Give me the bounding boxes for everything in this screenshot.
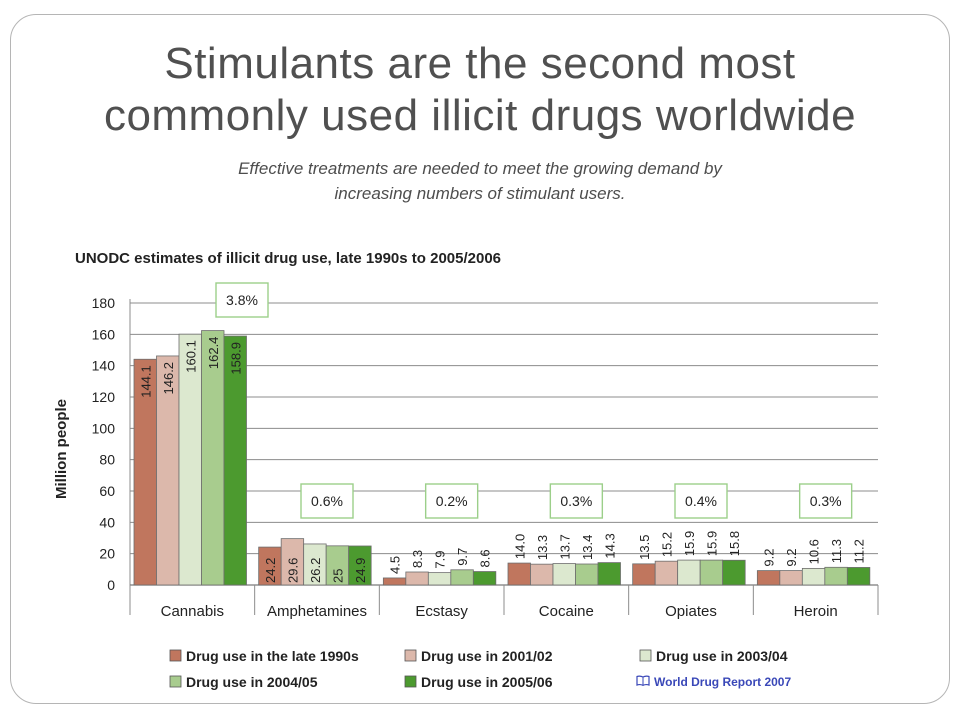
data-label: 24.9 xyxy=(353,558,368,583)
x-tick-label: Opiates xyxy=(665,603,717,620)
bar xyxy=(405,571,429,586)
bar xyxy=(779,570,803,586)
data-label: 8.6 xyxy=(478,549,493,567)
bar xyxy=(699,559,724,586)
y-tick-label: 140 xyxy=(92,358,116,374)
legend-label: Drug use in 2005/06 xyxy=(421,674,553,690)
slide-subtitle: Effective treatments are needed to meet … xyxy=(238,159,722,203)
bar xyxy=(632,563,656,586)
y-tick-label: 160 xyxy=(92,326,116,342)
bar xyxy=(552,563,576,586)
bar xyxy=(450,569,474,586)
data-label: 162.4 xyxy=(206,337,221,370)
data-label: 11.3 xyxy=(829,539,844,563)
bar xyxy=(223,335,247,586)
chart-title: UNODC estimates of illicit drug use, lat… xyxy=(75,250,502,267)
share-annotation-box xyxy=(674,483,728,519)
share-annotation-box xyxy=(549,483,604,519)
bar xyxy=(846,567,871,586)
data-label: 15.9 xyxy=(682,531,697,556)
legend-swatch xyxy=(169,649,182,662)
bar xyxy=(756,570,781,586)
bar xyxy=(427,572,452,586)
legend-label: Drug use in 2001/02 xyxy=(421,648,553,664)
bar xyxy=(824,566,848,586)
bar xyxy=(801,567,826,586)
x-tick-label: Ecstasy xyxy=(415,603,468,620)
y-tick-label: 100 xyxy=(92,420,116,436)
bar xyxy=(575,563,599,586)
data-label: 9.7 xyxy=(455,548,470,566)
share-annotation-label: 3.8% xyxy=(226,292,258,308)
bar xyxy=(677,559,701,586)
share-annotation-label: 0.3% xyxy=(810,493,842,509)
share-annotation-label: 0.3% xyxy=(560,493,592,509)
data-label: 10.6 xyxy=(807,539,822,564)
legend-swatch xyxy=(639,649,652,662)
x-tick-label: Heroin xyxy=(794,603,838,620)
data-label: 144.1 xyxy=(138,365,153,398)
data-label: 9.2 xyxy=(762,549,777,567)
share-annotation-label: 0.4% xyxy=(685,493,717,509)
data-label: 7.9 xyxy=(433,551,448,569)
y-tick-label: 40 xyxy=(99,514,115,530)
bar xyxy=(382,577,407,586)
bar xyxy=(597,562,621,586)
data-label: 15.2 xyxy=(659,532,674,557)
bar xyxy=(348,545,372,586)
y-tick-label: 60 xyxy=(99,483,115,499)
y-tick-label: 180 xyxy=(92,295,116,311)
y-tick-label: 80 xyxy=(99,452,115,468)
legend-swatch xyxy=(404,675,417,688)
share-annotation-label: 0.2% xyxy=(436,493,468,509)
bar xyxy=(722,559,746,586)
data-label: 29.6 xyxy=(285,558,300,583)
bar xyxy=(654,560,679,586)
y-tick-label: 120 xyxy=(92,389,116,405)
share-annotation-box xyxy=(424,483,479,519)
source-note[interactable]: World Drug Report 2007 xyxy=(636,675,791,689)
data-label: 13.3 xyxy=(535,535,550,560)
x-tick-label: Cocaine xyxy=(539,603,594,620)
data-label: 146.2 xyxy=(161,362,176,395)
bar xyxy=(507,562,531,586)
data-label: 14.3 xyxy=(602,533,617,558)
data-label: 13.5 xyxy=(637,535,652,560)
y-tick-label: 20 xyxy=(99,546,115,562)
data-label: 11.2 xyxy=(852,539,867,563)
data-label: 24.2 xyxy=(263,558,278,583)
source-text: World Drug Report 2007 xyxy=(654,675,792,689)
share-annotation-box xyxy=(798,483,853,519)
share-annotation-label: 0.6% xyxy=(311,493,343,509)
data-label: 8.3 xyxy=(410,550,425,568)
data-label: 13.4 xyxy=(580,535,595,560)
y-axis-label: Million people xyxy=(53,399,70,499)
share-annotation-box xyxy=(300,483,354,519)
data-label: 15.8 xyxy=(727,531,742,556)
data-label: 14.0 xyxy=(512,534,527,559)
data-label: 160.1 xyxy=(183,340,198,373)
share-annotation-box xyxy=(215,282,269,318)
data-label: 25 xyxy=(330,569,345,583)
bar xyxy=(472,571,497,586)
legend-swatch xyxy=(404,649,417,662)
data-label: 15.9 xyxy=(704,531,719,556)
legend-swatch xyxy=(169,675,182,688)
bar xyxy=(530,563,554,586)
legend-label: Drug use in the late 1990s xyxy=(186,648,359,664)
data-label: 4.5 xyxy=(388,556,403,574)
book-icon xyxy=(636,675,650,689)
x-tick-label: Cannabis xyxy=(161,603,224,620)
data-label: 26.2 xyxy=(308,558,323,583)
data-label: 13.7 xyxy=(557,534,572,559)
slide-title: Stimulants are the second most commonly … xyxy=(103,39,857,140)
y-tick-label: 0 xyxy=(107,577,115,593)
data-label: 158.9 xyxy=(228,342,243,375)
data-label: 9.2 xyxy=(784,549,799,567)
legend-label: Drug use in 2004/05 xyxy=(186,674,318,690)
legend-label: Drug use in 2003/04 xyxy=(656,648,788,664)
x-tick-label: Amphetamines xyxy=(267,603,367,620)
